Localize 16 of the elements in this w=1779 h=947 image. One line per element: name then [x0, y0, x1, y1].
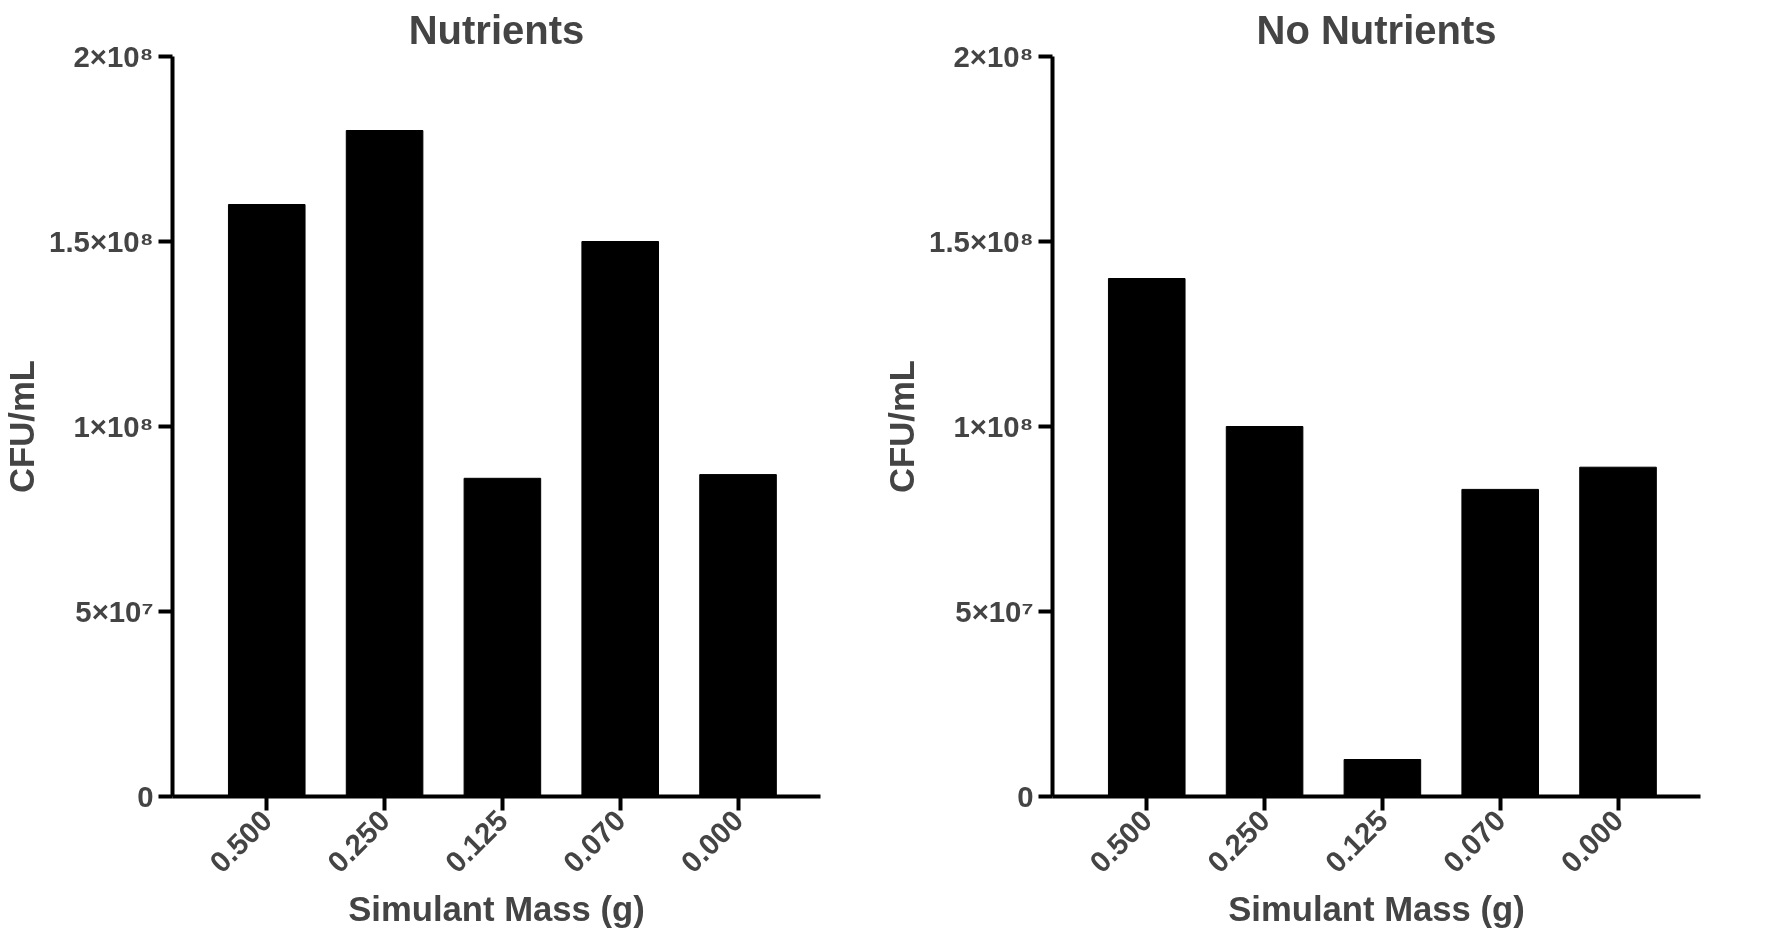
y-tick-label: 1×10⁸: [953, 410, 1034, 443]
x-axis-title: Simulant Mass (g): [348, 889, 645, 928]
x-axis-title: Simulant Mass (g): [1228, 889, 1525, 928]
y-tick-label: 0: [1017, 780, 1034, 813]
y-tick-label: 5×10⁷: [955, 595, 1034, 628]
y-tick-label: 5×10⁷: [75, 595, 154, 628]
chart-title: No Nutrients: [1256, 7, 1497, 52]
y-tick-label: 2×10⁸: [73, 40, 154, 73]
y-tick-label: 1.5×10⁸: [929, 225, 1034, 258]
y-axis-title: CFU/mL: [883, 360, 922, 493]
chart-title: Nutrients: [408, 7, 585, 52]
y-tick-label: 2×10⁸: [953, 40, 1034, 73]
y-axis-title: CFU/mL: [3, 360, 42, 493]
y-tick-label: 1.5×10⁸: [49, 225, 154, 258]
y-tick-label: 1×10⁸: [73, 410, 154, 443]
y-tick-label: 0: [137, 780, 154, 813]
